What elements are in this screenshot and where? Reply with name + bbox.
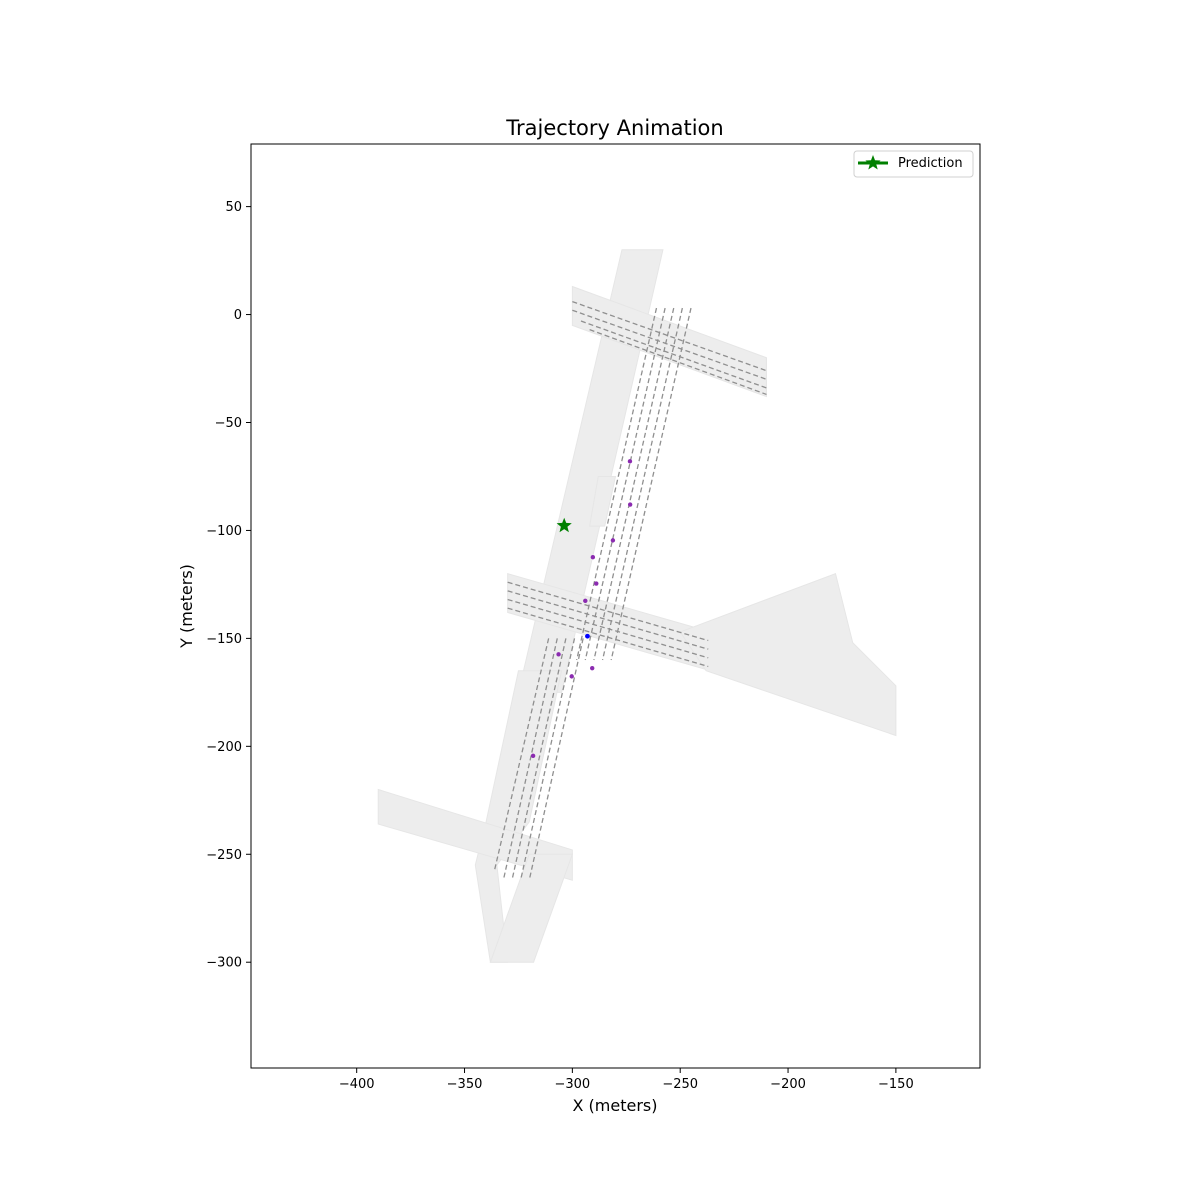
agent-point-3 — [590, 555, 596, 560]
road-polygon-4 — [679, 572, 897, 737]
y-tick-label-7: −300 — [206, 956, 242, 971]
agent-point-4 — [594, 581, 599, 586]
road-polygon-5 — [377, 788, 573, 881]
y-tick-label-0: 50 — [225, 200, 242, 215]
y-axis: 50 0 −50 −100 −150 −200 −250 −300 — [206, 200, 251, 971]
y-tick-label-3: −100 — [206, 524, 242, 539]
road-polygon-7 — [589, 475, 617, 527]
lane-line-13 — [589, 329, 767, 396]
agent-point-9 — [530, 753, 536, 759]
y-tick-label-1: 0 — [234, 308, 242, 323]
y-tick-label-4: −150 — [206, 632, 242, 647]
agent-point-8 — [569, 674, 574, 679]
x-tick-label-4: −200 — [770, 1077, 806, 1092]
lane-line-16 — [507, 598, 709, 659]
lane-line-11 — [572, 309, 767, 380]
y-tick-label-5: −200 — [206, 740, 242, 755]
legend: Prediction — [853, 150, 974, 178]
lane-line-14 — [507, 581, 709, 642]
lane-line-4 — [576, 307, 658, 661]
agent-point-1 — [627, 502, 633, 507]
lane-lines-layer — [494, 300, 767, 881]
x-tick-label-5: −150 — [878, 1077, 914, 1092]
lane-line-15 — [507, 590, 709, 650]
x-tick-label-0: −400 — [339, 1077, 375, 1092]
x-tick-label-3: −250 — [662, 1077, 698, 1092]
x-tick-label-2: −300 — [555, 1077, 591, 1092]
x-axis: −400 −350 −300 −250 −200 −150 — [339, 1068, 914, 1092]
plot-frame — [250, 143, 981, 1069]
road-polygon-0 — [517, 249, 664, 693]
road-polygon-2 — [571, 285, 767, 398]
lane-line-0 — [584, 307, 666, 661]
agent-point-6 — [556, 652, 561, 657]
agent-point-2 — [610, 538, 616, 543]
agent-point-0 — [627, 459, 633, 464]
lane-line-6 — [519, 638, 576, 881]
lane-line-12 — [580, 320, 767, 389]
ego-vehicle-point — [585, 633, 590, 639]
agent-point-5 — [583, 598, 588, 604]
y-axis-label: Y (meters) — [177, 564, 196, 649]
legend-prediction-label: Prediction — [898, 156, 963, 171]
chart-title: Trajectory Animation — [505, 116, 723, 140]
lane-line-17 — [507, 607, 709, 668]
lane-line-2 — [601, 307, 683, 661]
road-polygon-6 — [489, 853, 574, 963]
road-map-layer — [377, 249, 897, 963]
plot-area — [251, 144, 980, 1068]
lane-line-7 — [528, 638, 584, 881]
lane-line-3 — [610, 307, 692, 661]
lane-line-1 — [593, 307, 675, 661]
y-tick-label-6: −250 — [206, 848, 242, 863]
y-tick-label-2: −50 — [215, 416, 242, 431]
x-axis-label: X (meters) — [573, 1096, 658, 1115]
lane-line-10 — [572, 300, 767, 372]
lane-line-8 — [502, 638, 558, 881]
x-tick-label-1: −350 — [447, 1077, 483, 1092]
prediction-star-marker — [556, 517, 572, 533]
lane-line-5 — [511, 638, 567, 881]
legend-box — [853, 150, 974, 178]
legend-prediction-star-icon — [865, 155, 881, 170]
points-layer — [530, 459, 633, 759]
agent-point-7 — [590, 665, 595, 671]
